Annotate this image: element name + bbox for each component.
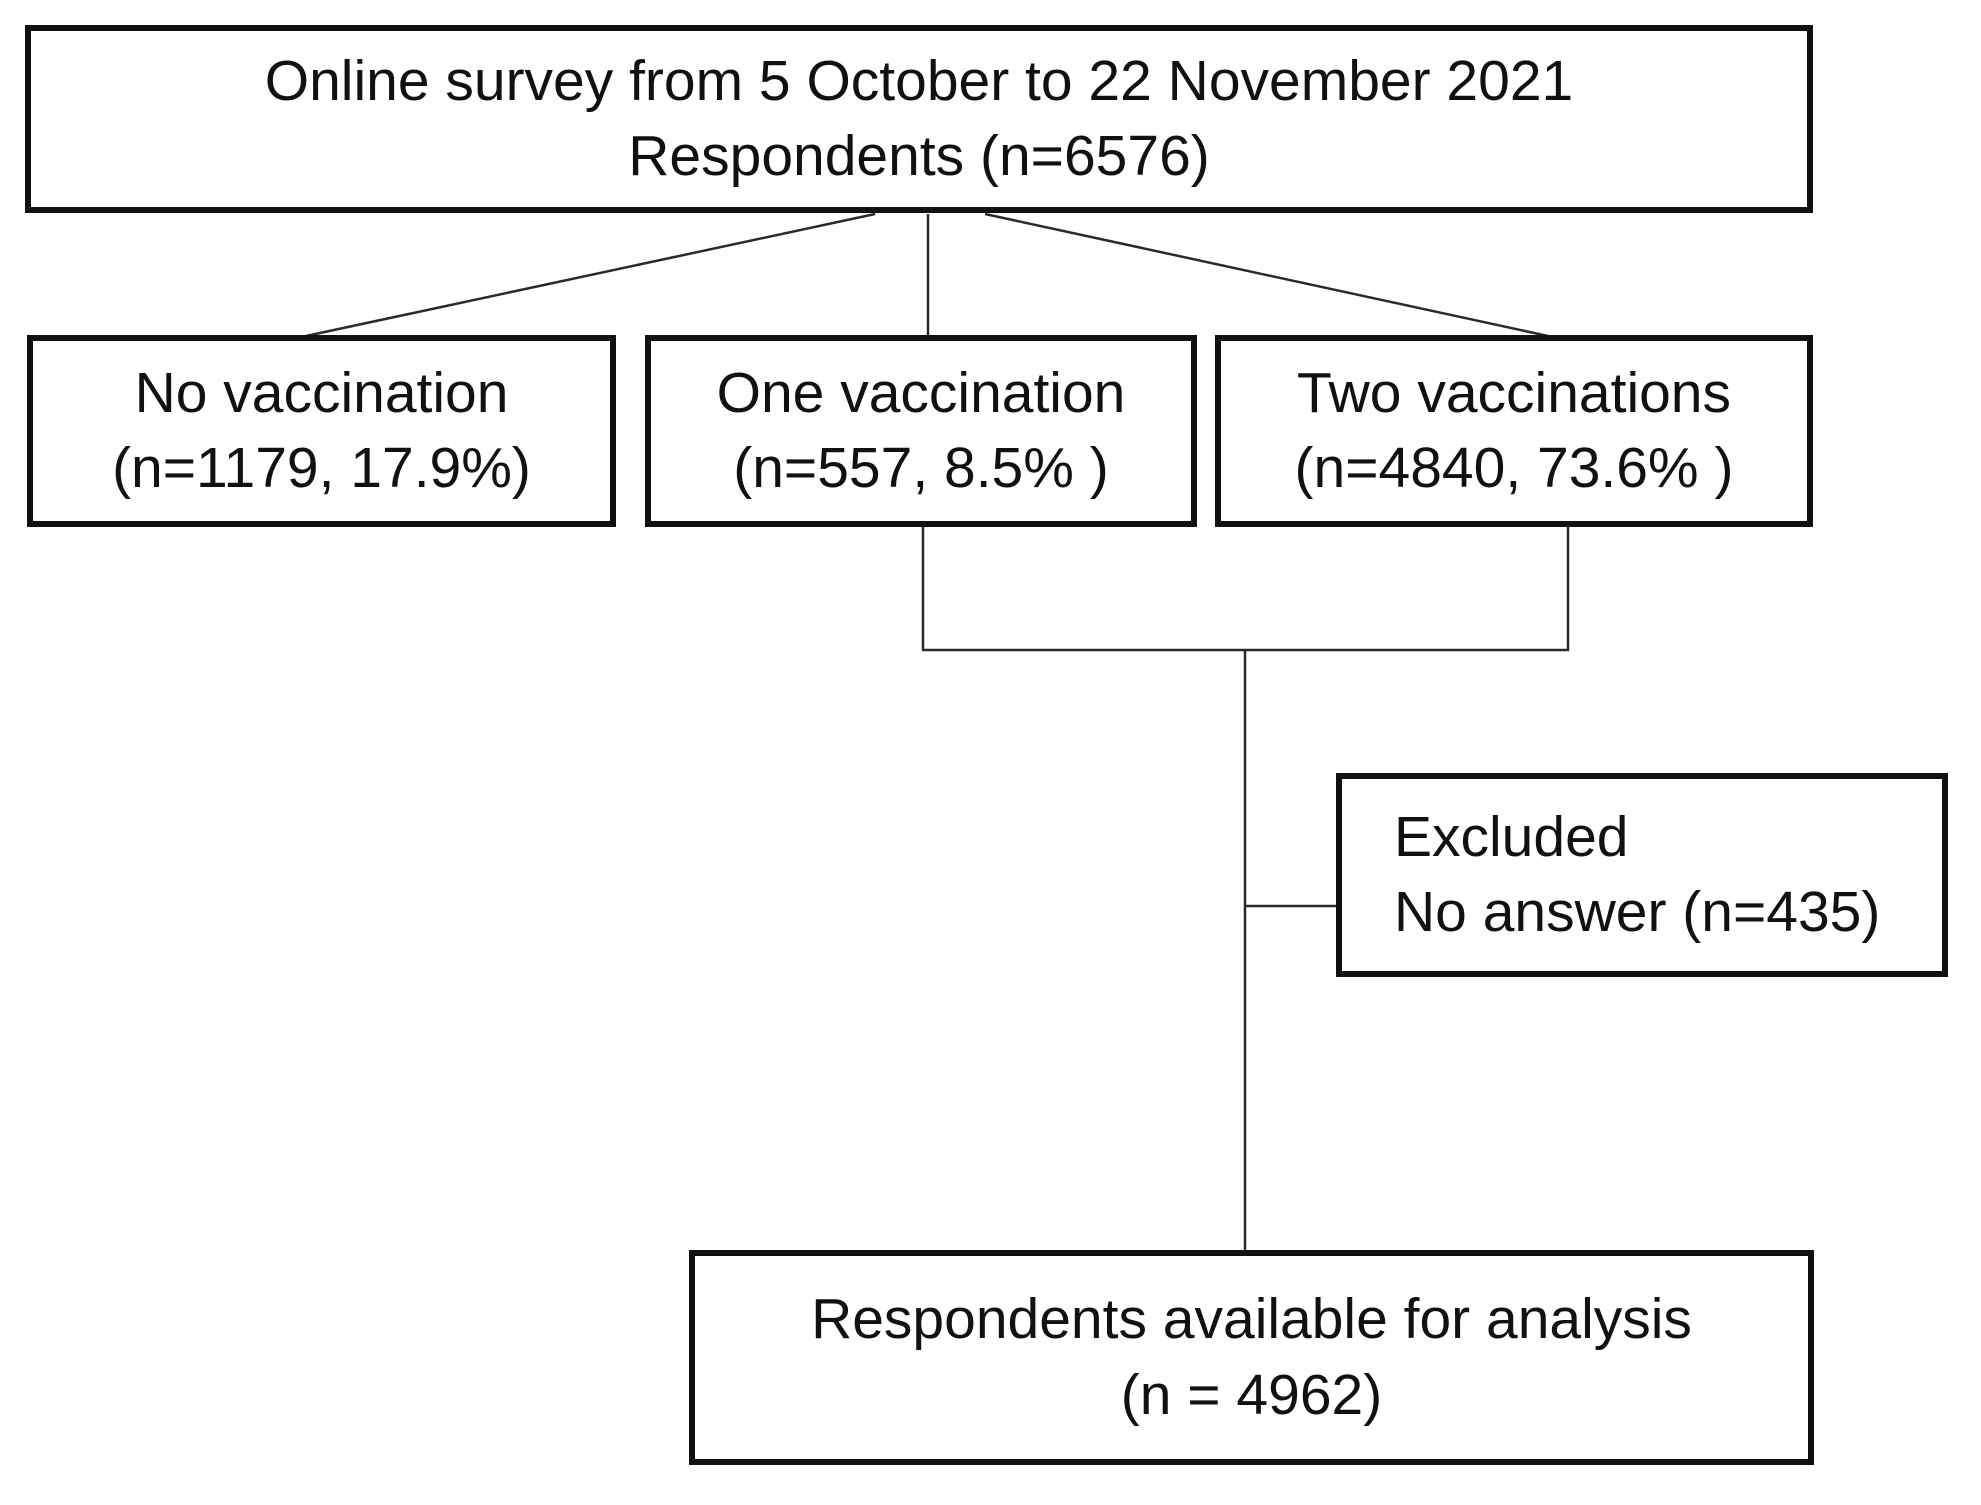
no-vaccination-node: No vaccination (n=1179, 17.9%) (27, 335, 616, 527)
survey-node-line2: Respondents (n=6576) (628, 124, 1210, 188)
one-vaccination-label: One vaccination (716, 360, 1126, 425)
survey-node-line1: Online survey from 5 October to 22 Novem… (264, 48, 1574, 113)
analysis-label: Respondents available for analysis (811, 1287, 1692, 1352)
one-vaccination-count: (n=557, 8.5% ) (733, 436, 1109, 500)
no-vaccination-count: (n=1179, 17.9%) (112, 436, 531, 500)
survey-node: Online survey from 5 October to 22 Novem… (25, 25, 1813, 213)
fan-line-left (305, 212, 876, 338)
one-vaccination-node: One vaccination (n=557, 8.5% ) (645, 335, 1197, 527)
excluded-label: Excluded (1394, 804, 1629, 869)
two-vaccinations-node: Two vaccinations (n=4840, 73.6% ) (1215, 335, 1813, 527)
analysis-count: (n = 4962) (1120, 1362, 1383, 1427)
analysis-node: Respondents available for analysis (n = … (689, 1250, 1814, 1465)
excluded-node: Excluded No answer (n=435) (1336, 773, 1948, 977)
fan-line-right (984, 212, 1549, 338)
two-vaccinations-label: Two vaccinations (1296, 360, 1732, 425)
no-vaccination-label: No vaccination (134, 360, 509, 425)
two-vaccinations-count: (n=4840, 73.6% ) (1294, 436, 1734, 500)
excluded-count: No answer (n=435) (1394, 880, 1881, 944)
